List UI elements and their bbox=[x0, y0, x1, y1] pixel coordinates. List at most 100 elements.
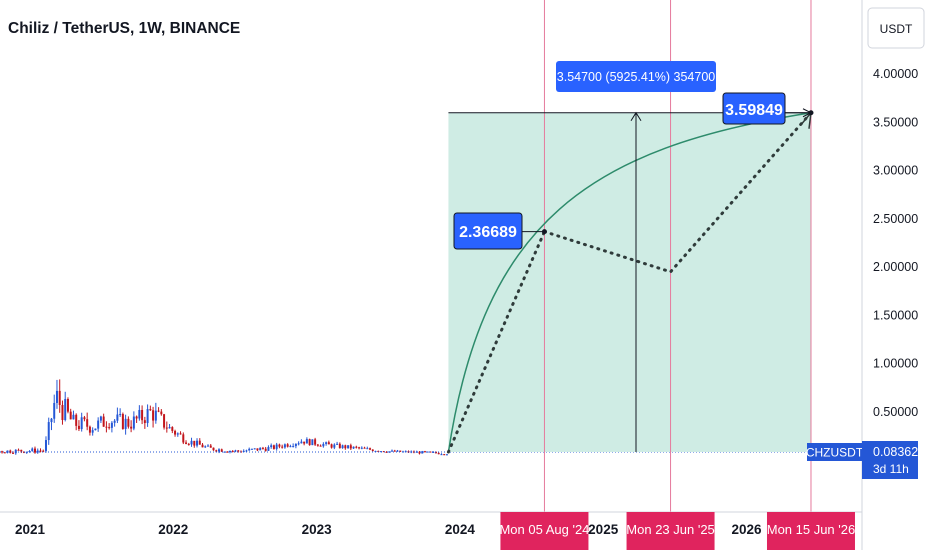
candle-body bbox=[133, 417, 135, 429]
candle-body bbox=[92, 430, 94, 432]
candle-body bbox=[122, 414, 124, 429]
candle-body bbox=[144, 420, 146, 423]
candle-body bbox=[292, 446, 294, 447]
candle-body bbox=[446, 454, 448, 455]
candle-body bbox=[309, 439, 311, 445]
countdown-label: 3d 11h bbox=[873, 462, 909, 476]
candle-body bbox=[12, 453, 14, 454]
currency-button-label[interactable]: USDT bbox=[880, 22, 913, 36]
candle-body bbox=[397, 451, 399, 452]
candle-body bbox=[50, 419, 52, 422]
candle-body bbox=[119, 414, 121, 415]
y-tick-label: 1.50000 bbox=[873, 308, 918, 322]
candle-body bbox=[353, 447, 355, 449]
candle-body bbox=[152, 410, 154, 420]
candle-body bbox=[174, 431, 176, 435]
candle-body bbox=[276, 445, 278, 449]
candle-body bbox=[18, 450, 20, 451]
candle-body bbox=[111, 423, 113, 428]
candle-body bbox=[53, 403, 55, 419]
candle-body bbox=[328, 442, 330, 444]
candle-body bbox=[191, 441, 193, 445]
y-tick-label: 3.00000 bbox=[873, 164, 918, 178]
candle-body bbox=[136, 417, 138, 419]
candle-body bbox=[289, 446, 291, 447]
candle-body bbox=[440, 454, 442, 455]
candle-body bbox=[204, 446, 206, 447]
candle-body bbox=[226, 452, 228, 453]
candle-body bbox=[333, 445, 335, 448]
candle-body bbox=[177, 433, 179, 434]
date-marker-label: Mon 15 Jun '26 bbox=[767, 522, 856, 537]
last-price-label: 0.08362 bbox=[873, 445, 918, 459]
candle-body bbox=[372, 450, 374, 451]
candle-body bbox=[232, 451, 234, 452]
candle-body bbox=[39, 451, 41, 452]
candle-body bbox=[193, 441, 195, 446]
candle-body bbox=[438, 453, 440, 454]
candle-body bbox=[229, 451, 231, 452]
candle-body bbox=[421, 451, 423, 453]
candle-body bbox=[259, 448, 261, 450]
symbol-badge-label: CHZUSDT bbox=[806, 446, 864, 460]
candle-body bbox=[306, 439, 308, 443]
candle-body bbox=[130, 427, 132, 429]
candle-body bbox=[31, 449, 33, 451]
candle-body bbox=[325, 442, 327, 444]
candle-body bbox=[83, 417, 85, 419]
candle-body bbox=[256, 448, 258, 450]
candle-body bbox=[97, 421, 99, 429]
candle-body bbox=[344, 445, 346, 448]
candle-body bbox=[78, 426, 80, 429]
candle-body bbox=[361, 448, 363, 449]
candle-body bbox=[163, 414, 165, 427]
candle-body bbox=[215, 450, 217, 451]
candle-body bbox=[34, 449, 36, 453]
candle-body bbox=[37, 451, 39, 453]
chart-title: Chiliz / TetherUS, 1W, BINANCE bbox=[8, 20, 240, 37]
candle-body bbox=[75, 415, 77, 426]
candle-body bbox=[180, 433, 182, 434]
candle-body bbox=[424, 451, 426, 452]
candle-body bbox=[347, 445, 349, 448]
x-tick-label: 2021 bbox=[15, 522, 46, 537]
candle-body bbox=[1, 451, 3, 452]
candle-body bbox=[350, 445, 352, 448]
candle-body bbox=[427, 452, 429, 453]
candle-body bbox=[67, 399, 69, 412]
candle-body bbox=[105, 427, 107, 428]
candle-body bbox=[147, 409, 149, 423]
candle-body bbox=[331, 444, 333, 447]
candle-body bbox=[355, 447, 357, 448]
candle-body bbox=[391, 451, 393, 452]
candle-body bbox=[108, 427, 110, 428]
y-tick-label: 2.50000 bbox=[873, 212, 918, 226]
y-tick-label: 2.00000 bbox=[873, 260, 918, 274]
x-tick-label: 2024 bbox=[445, 522, 476, 537]
candle-body bbox=[270, 445, 272, 447]
candle-body bbox=[369, 448, 371, 449]
x-tick-label: 2022 bbox=[158, 522, 188, 537]
candle-body bbox=[61, 405, 63, 420]
candle-body bbox=[248, 449, 250, 451]
candle-body bbox=[336, 444, 338, 445]
candle-body bbox=[311, 439, 313, 445]
candle-body bbox=[237, 450, 239, 451]
y-tick-label: 0.50000 bbox=[873, 405, 918, 419]
candle-body bbox=[262, 448, 264, 449]
candle-body bbox=[138, 410, 140, 418]
candle-body bbox=[278, 445, 280, 447]
candle-body bbox=[116, 414, 118, 420]
candle-body bbox=[273, 445, 275, 449]
candle-body bbox=[86, 419, 88, 427]
candle-body bbox=[364, 448, 366, 449]
candle-body bbox=[210, 446, 212, 448]
candle-body bbox=[234, 450, 236, 451]
candle-body bbox=[125, 419, 127, 429]
candle-body bbox=[322, 444, 324, 446]
candle-body bbox=[158, 411, 160, 412]
candle-body bbox=[149, 409, 151, 410]
candle-body bbox=[81, 417, 83, 429]
candle-body bbox=[287, 444, 289, 446]
